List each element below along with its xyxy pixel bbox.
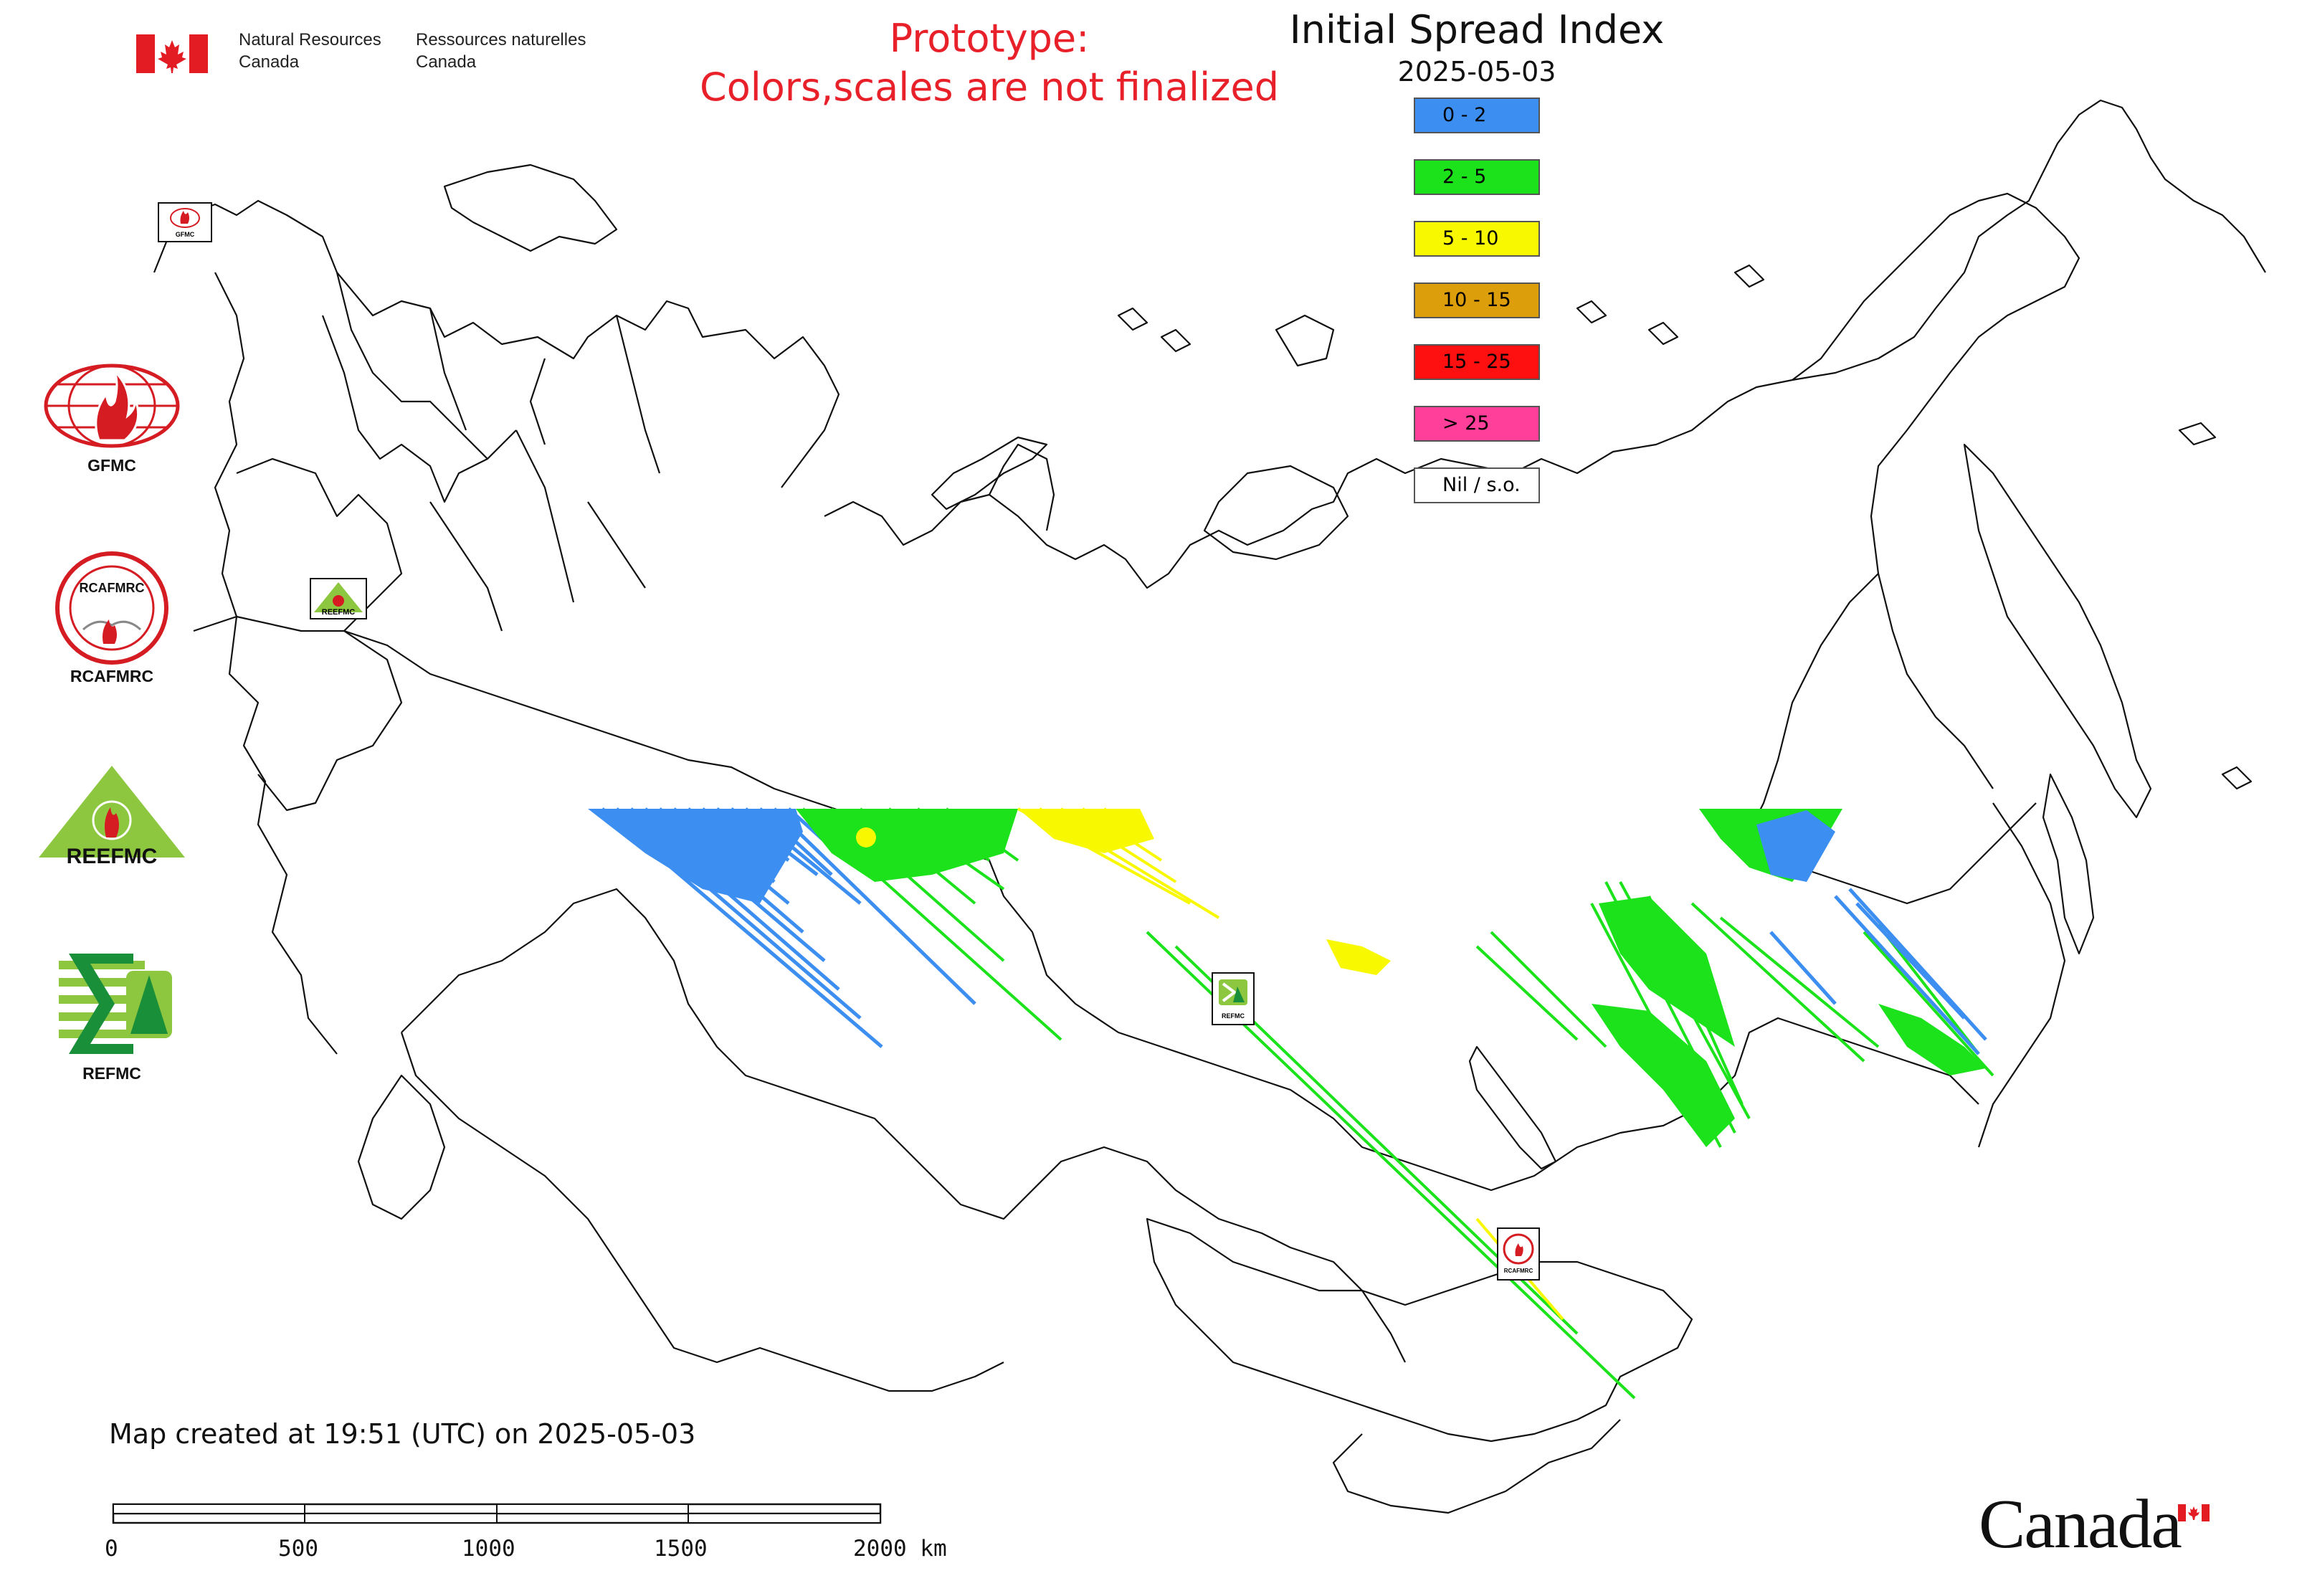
legend-item: Nil / s.o. xyxy=(1414,467,1540,503)
legend-item: 15 - 25 xyxy=(1414,344,1540,380)
logo-reefmc: REEFMC xyxy=(37,766,191,873)
gfmc-label: GFMC xyxy=(87,456,136,475)
novaya-zemlya xyxy=(931,436,1048,510)
yamal-outline xyxy=(989,443,1055,531)
prototype-notice: Prototype: Colors,scales are not finaliz… xyxy=(700,16,1279,110)
china-north-outline xyxy=(1332,1419,1621,1514)
central-asia-outline xyxy=(400,1032,1004,1392)
legend-item: 5 - 10 xyxy=(1414,221,1540,257)
dept-name-en: Natural Resources Canada xyxy=(239,30,381,72)
kamchatka-outline xyxy=(1963,443,2152,819)
internal-borders xyxy=(336,272,661,632)
scale-tick-500: 500 xyxy=(278,1536,318,1562)
isi-swaths xyxy=(588,807,1994,1400)
chukotka-outline xyxy=(1792,192,2080,789)
taymyr-outline xyxy=(1203,465,1349,561)
refmc-label: REFMC xyxy=(82,1064,141,1083)
rcafmrc-ring-text: RCAFMRC xyxy=(80,581,145,595)
russia-kazakhstan-border xyxy=(343,630,1979,1192)
scandinavia-outline xyxy=(153,199,840,488)
marker-refmc-label: REFMC xyxy=(1222,1012,1245,1020)
ukraine-border xyxy=(193,615,403,812)
baltic-borders xyxy=(321,315,517,503)
arctic-coast xyxy=(824,99,2266,589)
rcafmrc-emblem-icon: RCAFMRC xyxy=(55,551,168,665)
marker-reefmc-label: REEFMC xyxy=(321,608,356,617)
logo-refmc: REFMC xyxy=(40,946,184,1090)
canada-wordmark-text: Canada xyxy=(1979,1486,2182,1563)
wordmark-flag-icon xyxy=(2178,1504,2210,1521)
scale-tick-2000: 2000 km xyxy=(853,1536,947,1562)
lake-baikal xyxy=(1468,1045,1557,1170)
map-date: 2025-05-03 xyxy=(1397,56,1556,87)
caspian-outline xyxy=(357,1074,446,1220)
scale-tick-0: 0 xyxy=(105,1536,118,1562)
marker-rcafmrc: RCAFMRC xyxy=(1497,1227,1540,1281)
logo-rcafmrc: RCAFMRC RCAFMRC xyxy=(40,551,184,694)
kola-outline xyxy=(443,163,618,252)
sakhalin-outline xyxy=(2042,773,2095,955)
map-created-text: Map created at 19:51 (UTC) on 2025-05-03 xyxy=(109,1418,696,1450)
canada-wordmark: Canada xyxy=(1979,1484,2210,1564)
marker-reefmc: REEFMC xyxy=(310,578,367,619)
marker-rcafmrc-label: RCAFMRC xyxy=(1503,1268,1533,1274)
marker-gfmc-label: GFMC xyxy=(175,231,195,238)
legend-item: 10 - 15 xyxy=(1414,282,1540,318)
rcafmrc-label: RCAFMRC xyxy=(70,667,154,685)
legend-item: > 25 xyxy=(1414,406,1540,442)
gfmc-emblem-icon xyxy=(44,364,180,448)
reefmc-emblem-icon: REEFMC xyxy=(39,766,185,868)
scale-bar xyxy=(112,1503,882,1524)
western-border xyxy=(214,272,338,1055)
scale-tick-1000: 1000 xyxy=(462,1536,515,1562)
refmc-emblem-icon xyxy=(59,949,172,1058)
belarus-border xyxy=(236,457,403,632)
logo-gfmc: GFMC xyxy=(40,358,184,480)
kazakhstan-outline xyxy=(401,888,1406,1363)
nrcan-signature: Natural Resources Canada Ressources natu… xyxy=(136,29,609,79)
arctic-islands xyxy=(1117,264,2253,790)
marker-gfmc: GFMC xyxy=(158,202,212,242)
canada-flag-icon xyxy=(136,34,208,73)
severnaya-zemlya xyxy=(1275,314,1335,367)
primorye-coast xyxy=(1977,802,2066,1148)
marker-refmc: REFMC xyxy=(1212,972,1255,1025)
scale-tick-1500: 1500 xyxy=(654,1536,708,1562)
dept-name-fr: Ressources naturelles Canada xyxy=(416,30,586,72)
legend-item: 0 - 2 xyxy=(1414,98,1540,133)
reefmc-label: REEFMC xyxy=(67,845,158,868)
mongolia-outline xyxy=(1146,1217,1693,1443)
map-title: Initial Spread Index xyxy=(1289,7,1665,52)
legend-item: 2 - 5 xyxy=(1414,159,1540,195)
